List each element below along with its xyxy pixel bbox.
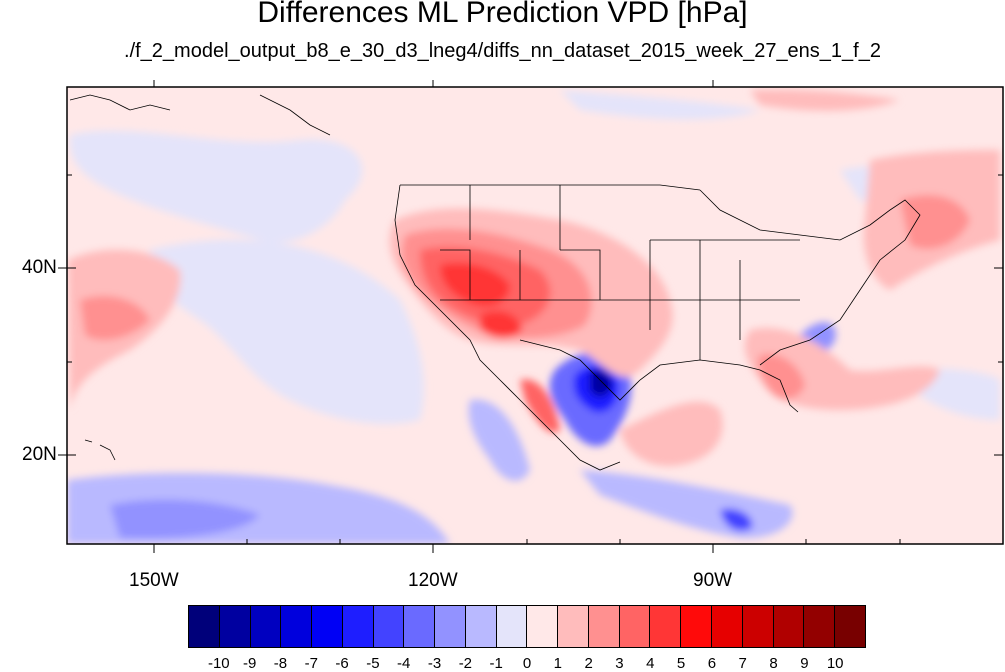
colorbar-swatch: [558, 606, 589, 647]
colorbar-tick-label: 1: [553, 655, 562, 672]
colorbar-swatch: [804, 606, 836, 647]
colorbar-tick-label: 4: [646, 655, 655, 672]
colorbar-tick-label: -1: [489, 655, 503, 672]
colorbar-tick-label: 8: [769, 655, 778, 672]
colorbar-swatch: [496, 606, 528, 647]
colorbar-tick-label: 9: [800, 655, 809, 672]
colorbar: [188, 605, 866, 648]
colorbar-swatch: [835, 606, 865, 647]
colorbar-swatch: [312, 606, 343, 647]
lon-label-150w: 150W: [129, 570, 179, 591]
colorbar-tick-label: -9: [242, 655, 257, 672]
colorbar-swatch: [342, 606, 374, 647]
colorbar-swatch: [619, 606, 651, 647]
colorbar-tick-label: -4: [397, 655, 411, 672]
colorbar-swatch: [650, 606, 682, 647]
lon-label-90w: 90W: [693, 570, 733, 591]
colorbar-tick-label: 10: [826, 655, 844, 672]
colorbar-swatch: [773, 606, 805, 647]
colorbar-swatch: [373, 606, 405, 647]
colorbar-tick-label: 0: [522, 655, 532, 672]
map-title: Differences ML Prediction VPD [hPa]: [257, 0, 748, 29]
colorbar-tick-label: 6: [707, 655, 717, 672]
colorbar-tick-label: 7: [738, 655, 747, 672]
colorbar-swatch: [465, 606, 497, 647]
colorbar-tick-label: -3: [427, 655, 442, 672]
colorbar-swatch: [527, 606, 559, 647]
colorbar-tick-label: -6: [335, 655, 349, 672]
colorbar-swatch: [588, 606, 620, 647]
lon-label-120w: 120W: [408, 570, 458, 591]
colorbar-swatch: [435, 606, 466, 647]
colorbar-tick-label: -8: [273, 655, 288, 672]
lat-label-20n: 20N: [22, 444, 57, 465]
colorbar-swatch: [681, 606, 713, 647]
colorbar-swatch: [712, 606, 743, 647]
colorbar-swatch: [219, 606, 251, 647]
map-subtitle: ./f_2_model_output_b8_e_30_d3_lneg4/diff…: [124, 40, 881, 62]
colorbar-swatch: [281, 606, 313, 647]
colorbar-tick-label: 2: [584, 655, 593, 672]
vpd-difference-map: [58, 80, 1004, 553]
colorbar-tick-label: 5: [676, 655, 686, 672]
colorbar-tick-label: -10: [207, 655, 230, 672]
colorbar-swatch: [404, 606, 436, 647]
colorbar-swatch: [189, 606, 220, 647]
colorbar-tick-label: -7: [304, 655, 318, 672]
colorbar-tick-label: -2: [458, 655, 473, 672]
lat-label-40n: 40N: [22, 257, 57, 278]
colorbar-tick-label: 3: [615, 655, 624, 672]
colorbar-tick-label: -5: [366, 655, 380, 672]
colorbar-swatch: [742, 606, 774, 647]
colorbar-swatch: [250, 606, 282, 647]
